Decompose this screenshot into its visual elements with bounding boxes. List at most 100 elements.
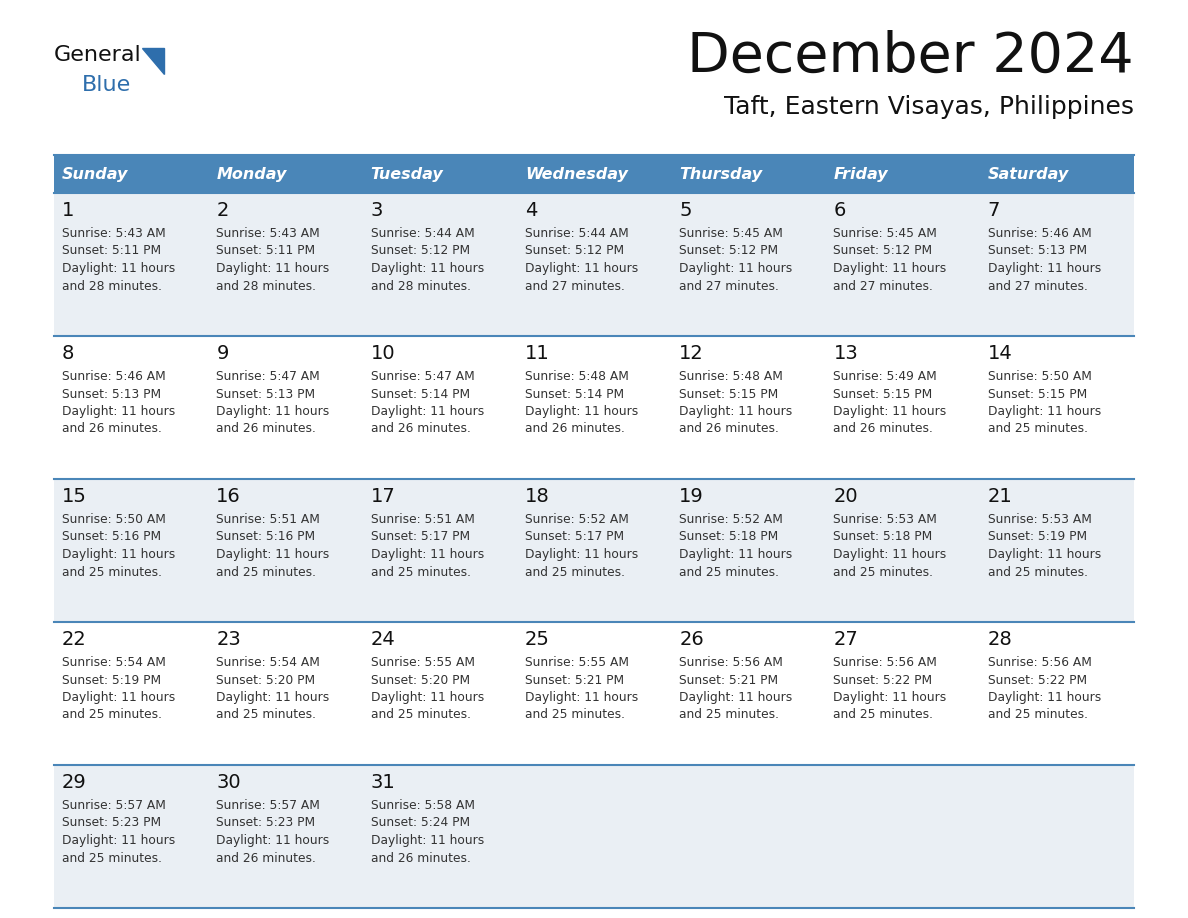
Text: and 27 minutes.: and 27 minutes. xyxy=(834,279,934,293)
Text: Sunrise: 5:55 AM: Sunrise: 5:55 AM xyxy=(525,656,628,669)
Text: Daylight: 11 hours: Daylight: 11 hours xyxy=(62,548,176,561)
Text: 26: 26 xyxy=(680,630,704,649)
Bar xyxy=(826,155,980,193)
Text: Sunset: 5:18 PM: Sunset: 5:18 PM xyxy=(680,531,778,543)
Text: Daylight: 11 hours: Daylight: 11 hours xyxy=(216,405,329,418)
Text: 21: 21 xyxy=(987,487,1012,506)
Text: Daylight: 11 hours: Daylight: 11 hours xyxy=(525,405,638,418)
Text: Sunset: 5:21 PM: Sunset: 5:21 PM xyxy=(525,674,624,687)
Text: Sunset: 5:14 PM: Sunset: 5:14 PM xyxy=(525,387,624,400)
Text: Daylight: 11 hours: Daylight: 11 hours xyxy=(216,691,329,704)
Text: and 25 minutes.: and 25 minutes. xyxy=(216,709,316,722)
Bar xyxy=(208,193,362,336)
Text: Sunrise: 5:48 AM: Sunrise: 5:48 AM xyxy=(525,370,628,383)
Text: Sunrise: 5:58 AM: Sunrise: 5:58 AM xyxy=(371,799,474,812)
Text: Sunrise: 5:45 AM: Sunrise: 5:45 AM xyxy=(834,227,937,240)
Bar xyxy=(362,193,517,336)
Text: Sunset: 5:12 PM: Sunset: 5:12 PM xyxy=(371,244,469,258)
Text: Daylight: 11 hours: Daylight: 11 hours xyxy=(987,548,1101,561)
Text: Sunset: 5:18 PM: Sunset: 5:18 PM xyxy=(834,531,933,543)
Text: Daylight: 11 hours: Daylight: 11 hours xyxy=(987,262,1101,275)
Bar xyxy=(826,622,980,765)
Text: and 27 minutes.: and 27 minutes. xyxy=(525,279,625,293)
Text: Sunset: 5:22 PM: Sunset: 5:22 PM xyxy=(987,674,1087,687)
Text: Sunset: 5:13 PM: Sunset: 5:13 PM xyxy=(62,387,162,400)
Text: General: General xyxy=(53,45,141,65)
Text: 4: 4 xyxy=(525,201,537,220)
Text: and 26 minutes.: and 26 minutes. xyxy=(371,852,470,865)
Bar xyxy=(517,155,671,193)
Bar xyxy=(517,622,671,765)
Bar xyxy=(671,336,826,479)
Text: Sunrise: 5:55 AM: Sunrise: 5:55 AM xyxy=(371,656,474,669)
Text: and 27 minutes.: and 27 minutes. xyxy=(680,279,779,293)
Text: Sunset: 5:13 PM: Sunset: 5:13 PM xyxy=(987,244,1087,258)
Text: Sunrise: 5:48 AM: Sunrise: 5:48 AM xyxy=(680,370,783,383)
Bar xyxy=(517,336,671,479)
Text: 14: 14 xyxy=(987,344,1012,363)
Text: Sunset: 5:19 PM: Sunset: 5:19 PM xyxy=(987,531,1087,543)
Bar xyxy=(53,479,208,622)
Text: Daylight: 11 hours: Daylight: 11 hours xyxy=(371,691,484,704)
Text: Sunset: 5:23 PM: Sunset: 5:23 PM xyxy=(62,816,162,830)
Bar xyxy=(517,479,671,622)
Text: Daylight: 11 hours: Daylight: 11 hours xyxy=(834,405,947,418)
Text: Sunset: 5:11 PM: Sunset: 5:11 PM xyxy=(62,244,162,258)
Text: Sunrise: 5:46 AM: Sunrise: 5:46 AM xyxy=(987,227,1092,240)
Text: 28: 28 xyxy=(987,630,1012,649)
Bar xyxy=(208,479,362,622)
Text: Sunrise: 5:51 AM: Sunrise: 5:51 AM xyxy=(371,513,474,526)
Text: and 28 minutes.: and 28 minutes. xyxy=(62,279,162,293)
Text: Sunrise: 5:44 AM: Sunrise: 5:44 AM xyxy=(371,227,474,240)
Text: Sunset: 5:22 PM: Sunset: 5:22 PM xyxy=(834,674,933,687)
Text: Sunrise: 5:52 AM: Sunrise: 5:52 AM xyxy=(680,513,783,526)
Text: Daylight: 11 hours: Daylight: 11 hours xyxy=(680,691,792,704)
Text: December 2024: December 2024 xyxy=(688,30,1135,84)
Text: Daylight: 11 hours: Daylight: 11 hours xyxy=(216,262,329,275)
Text: 12: 12 xyxy=(680,344,704,363)
Bar xyxy=(362,622,517,765)
Bar xyxy=(826,479,980,622)
Text: Sunrise: 5:50 AM: Sunrise: 5:50 AM xyxy=(62,513,166,526)
Text: and 25 minutes.: and 25 minutes. xyxy=(834,709,934,722)
Text: 8: 8 xyxy=(62,344,75,363)
Bar xyxy=(671,622,826,765)
Text: 31: 31 xyxy=(371,773,396,792)
Text: and 25 minutes.: and 25 minutes. xyxy=(987,709,1088,722)
Text: and 25 minutes.: and 25 minutes. xyxy=(680,709,779,722)
Text: 18: 18 xyxy=(525,487,550,506)
Bar xyxy=(671,155,826,193)
Text: 17: 17 xyxy=(371,487,396,506)
Text: 15: 15 xyxy=(62,487,87,506)
Text: Daylight: 11 hours: Daylight: 11 hours xyxy=(371,548,484,561)
Bar xyxy=(826,336,980,479)
Text: Daylight: 11 hours: Daylight: 11 hours xyxy=(62,834,176,847)
Text: Sunset: 5:24 PM: Sunset: 5:24 PM xyxy=(371,816,469,830)
Text: Sunset: 5:21 PM: Sunset: 5:21 PM xyxy=(680,674,778,687)
Text: Sunrise: 5:47 AM: Sunrise: 5:47 AM xyxy=(216,370,320,383)
Text: Daylight: 11 hours: Daylight: 11 hours xyxy=(62,262,176,275)
Text: Sunset: 5:17 PM: Sunset: 5:17 PM xyxy=(371,531,469,543)
Text: Daylight: 11 hours: Daylight: 11 hours xyxy=(525,691,638,704)
Text: Sunrise: 5:49 AM: Sunrise: 5:49 AM xyxy=(834,370,937,383)
Text: Daylight: 11 hours: Daylight: 11 hours xyxy=(525,262,638,275)
Text: 22: 22 xyxy=(62,630,87,649)
Text: Taft, Eastern Visayas, Philippines: Taft, Eastern Visayas, Philippines xyxy=(723,95,1135,119)
Bar xyxy=(517,193,671,336)
Text: 30: 30 xyxy=(216,773,241,792)
Text: 5: 5 xyxy=(680,201,691,220)
Text: Saturday: Saturday xyxy=(987,166,1069,182)
Text: 16: 16 xyxy=(216,487,241,506)
Bar xyxy=(362,336,517,479)
Text: Sunrise: 5:54 AM: Sunrise: 5:54 AM xyxy=(62,656,166,669)
Text: 13: 13 xyxy=(834,344,858,363)
Text: Daylight: 11 hours: Daylight: 11 hours xyxy=(371,262,484,275)
Polygon shape xyxy=(143,48,164,74)
Text: Sunset: 5:12 PM: Sunset: 5:12 PM xyxy=(680,244,778,258)
Text: Sunrise: 5:56 AM: Sunrise: 5:56 AM xyxy=(987,656,1092,669)
Bar xyxy=(53,622,208,765)
Bar xyxy=(208,622,362,765)
Text: Sunset: 5:20 PM: Sunset: 5:20 PM xyxy=(216,674,315,687)
Bar xyxy=(671,765,826,908)
Text: Monday: Monday xyxy=(216,166,286,182)
